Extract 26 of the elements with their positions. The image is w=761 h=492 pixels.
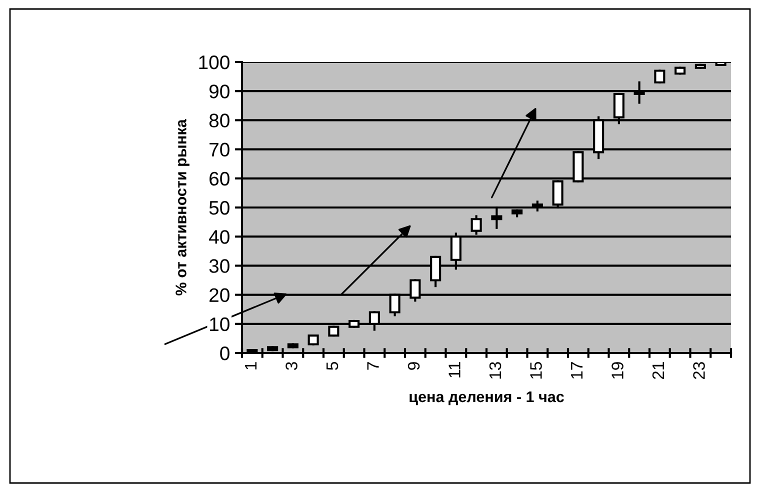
y-axis-title: % от активности рынка (176, 119, 190, 296)
y-tick-label: 90 (209, 84, 230, 98)
x-tick-label: 23 (693, 362, 705, 380)
x-axis-title: цена деления - 1 час (410, 392, 564, 406)
y-tick-label: 70 (210, 142, 230, 157)
y-tick-label: 30 (209, 259, 230, 273)
x-tick-label: 5 (326, 362, 338, 370)
x-tick-label: 11 (448, 362, 460, 378)
y-tick-label: 60 (210, 172, 230, 186)
candlestick (654, 70, 666, 84)
x-tick-label: 7 (367, 362, 379, 370)
y-tick-label: 40 (209, 230, 230, 244)
y-tick-label: 50 (209, 200, 230, 215)
x-tick-label: 13 (489, 362, 502, 379)
x-tick-label: 1 (245, 362, 256, 370)
x-tick-label: 15 (530, 362, 542, 379)
y-tick-label: 100 (199, 55, 230, 70)
x-tick-label: 21 (652, 362, 664, 380)
x-tick-label: 19 (612, 362, 624, 379)
y-tick-label: 80 (209, 114, 230, 128)
x-tick-label: 3 (286, 362, 298, 370)
y-tick-label: 0 (220, 346, 230, 360)
y-tick-label: 20 (210, 288, 230, 302)
x-tick-label: 9 (408, 362, 420, 370)
x-tick-label: 17 (571, 362, 582, 379)
y-tick-label: 10 (210, 317, 230, 332)
